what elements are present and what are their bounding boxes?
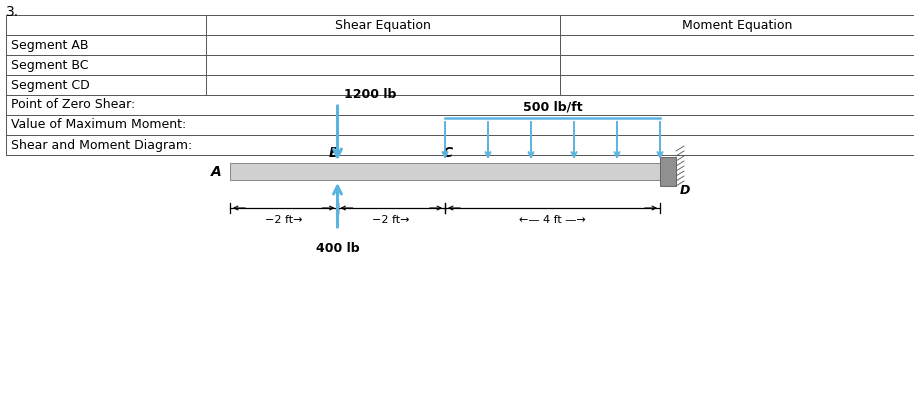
Text: C: C — [443, 146, 453, 160]
Text: Point of Zero Shear:: Point of Zero Shear: — [11, 98, 135, 111]
Text: A: A — [211, 164, 222, 178]
Bar — [230, 163, 660, 180]
Text: 400 lb: 400 lb — [315, 242, 359, 255]
Text: Moment Equation: Moment Equation — [682, 18, 792, 31]
Text: −2 ft→: −2 ft→ — [265, 215, 303, 225]
Text: ←— 4 ft —→: ←— 4 ft —→ — [519, 215, 586, 225]
Bar — [660, 157, 676, 186]
Text: Shear Equation: Shear Equation — [335, 18, 430, 31]
Text: Segment CD: Segment CD — [11, 78, 90, 92]
Text: 3.: 3. — [6, 5, 19, 19]
Text: Segment BC: Segment BC — [11, 59, 89, 72]
Text: Segment AB: Segment AB — [11, 39, 89, 51]
Text: Value of Maximum Moment:: Value of Maximum Moment: — [11, 119, 186, 131]
Text: −2 ft→: −2 ft→ — [373, 215, 410, 225]
Text: 500 lb/ft: 500 lb/ft — [523, 100, 582, 113]
Text: B: B — [329, 146, 340, 160]
Text: 1200 lb: 1200 lb — [344, 88, 396, 101]
Text: Shear and Moment Diagram:: Shear and Moment Diagram: — [11, 139, 192, 152]
Text: D: D — [680, 184, 690, 197]
